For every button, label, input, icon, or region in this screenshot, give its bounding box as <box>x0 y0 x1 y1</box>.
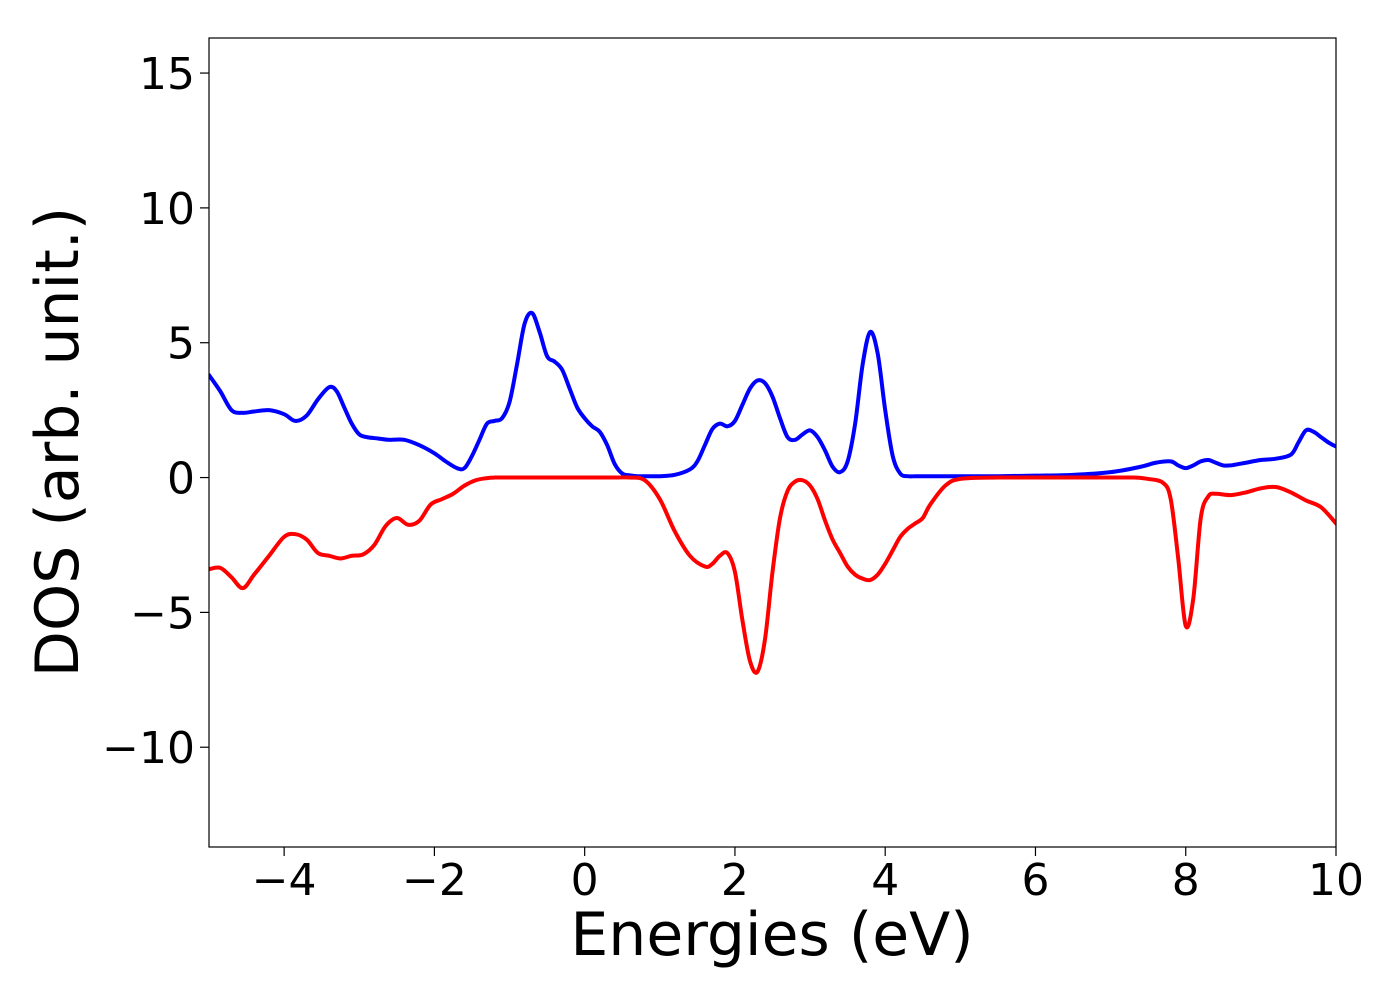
y-tick-label: 10 <box>139 184 195 235</box>
series-line-spin-up <box>209 310 1336 479</box>
x-tick-label: −2 <box>402 855 467 906</box>
x-tick-label: 8 <box>1172 855 1200 906</box>
x-axis-label: Energies (eV) <box>570 900 973 970</box>
x-tick-label: 6 <box>1021 855 1049 906</box>
series-line-spin-down <box>209 475 1336 675</box>
x-axis-ticks: −4 −2 0 2 4 6 8 10 <box>252 847 1364 906</box>
x-tick-label: 4 <box>871 855 899 906</box>
x-tick-label: 10 <box>1308 855 1364 906</box>
series-layer <box>209 310 1336 675</box>
x-tick-label: 0 <box>571 855 599 906</box>
y-tick-label: 15 <box>139 49 195 100</box>
x-tick-label: −4 <box>252 855 317 906</box>
plot-frame <box>208 37 1337 848</box>
y-tick-label: 0 <box>167 454 195 505</box>
y-axis-ticks: −10 −5 0 5 10 15 <box>102 49 209 774</box>
y-axis-label: DOS (arb. unit.) <box>23 207 93 677</box>
y-tick-label: 5 <box>167 319 195 370</box>
y-tick-label: −5 <box>130 588 195 639</box>
y-tick-label: −10 <box>102 723 195 774</box>
x-tick-label: 2 <box>721 855 749 906</box>
